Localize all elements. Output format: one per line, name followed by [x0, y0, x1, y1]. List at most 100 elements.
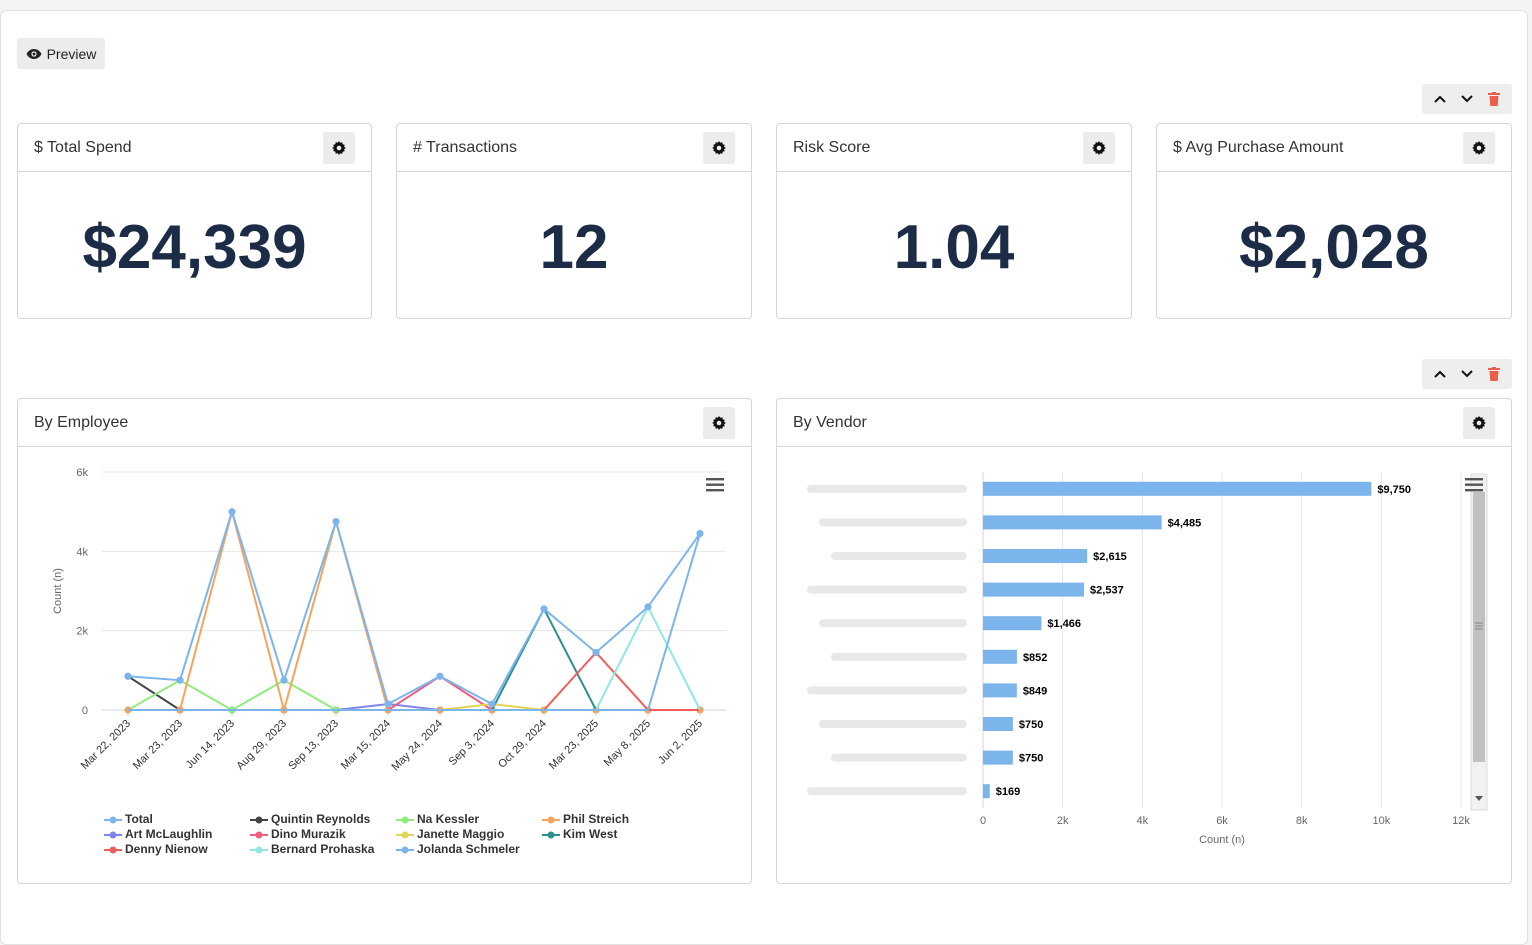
legend-marker-icon [542, 831, 560, 839]
legend-label: Total [125, 812, 153, 826]
kpi-card-total-spend: $ Total Spend $24,339 [17, 123, 372, 319]
legend-item[interactable]: Denny Nienow [104, 842, 208, 856]
settings-button[interactable] [1463, 131, 1495, 164]
chevron-up-icon [1433, 95, 1446, 103]
preview-button[interactable]: Preview [17, 38, 105, 69]
kpi-value: 12 [539, 213, 609, 282]
chart-menu-icon[interactable] [1465, 478, 1483, 492]
legend-label: Dino Murazik [271, 827, 346, 841]
legend-label: Janette Maggio [417, 827, 505, 841]
legend-marker-icon [396, 846, 414, 854]
series-phil-streich [124, 507, 704, 714]
data-point [176, 676, 184, 684]
legend-item[interactable]: Total [104, 812, 153, 826]
legend-item[interactable]: Art McLaughlin [104, 827, 212, 841]
x-axis-title: Count (n) [1199, 834, 1245, 846]
x-tick-label: 2k [1057, 815, 1069, 827]
y-tick-label: 2k [76, 626, 88, 638]
legend-item[interactable]: Bernard Prohaska [250, 842, 374, 856]
settings-button[interactable] [1463, 406, 1495, 439]
kpi-value: $2,028 [1239, 213, 1429, 282]
kpi-value: 1.04 [893, 213, 1015, 282]
y-tick-label: 6k [76, 467, 88, 479]
delete-row-button[interactable] [1481, 361, 1507, 387]
series-line [127, 679, 700, 712]
data-label: $852 [1023, 652, 1047, 664]
legend-label: Kim West [563, 827, 618, 841]
bar [983, 649, 1017, 664]
settings-button[interactable] [703, 131, 735, 164]
dashboard-page: Preview $ Total Spend $24,339 # Transact… [0, 10, 1528, 945]
redacted-category-label [831, 753, 967, 762]
legend-marker-icon [250, 816, 268, 824]
redacted-category-label [807, 686, 967, 695]
data-point [384, 700, 392, 708]
bar [983, 481, 1372, 496]
redacted-category-label [807, 484, 967, 493]
chart-menu-icon[interactable] [706, 478, 724, 492]
settings-button[interactable] [1083, 131, 1115, 164]
legend-item[interactable]: Kim West [542, 827, 617, 841]
kpi-title: # Transactions [413, 138, 518, 156]
kpi-row-controls [1422, 84, 1512, 114]
data-point [280, 676, 288, 684]
redacted-category-label [831, 652, 967, 661]
series-jolanda-schmeler [128, 529, 704, 711]
y-axis-title: Count (n) [52, 568, 64, 614]
data-point [124, 672, 132, 680]
legend-item[interactable]: Quintin Reynolds [250, 812, 370, 826]
data-point [488, 700, 496, 708]
employee-chart-card: By Employee 0 2k 4k 6k Count (n) Mar 22, 2023… [17, 398, 752, 884]
delete-row-button[interactable] [1481, 86, 1507, 112]
move-down-button[interactable] [1454, 361, 1480, 387]
kpi-title: $ Avg Purchase Amount [1173, 138, 1344, 156]
x-tick-label: 4k [1137, 815, 1149, 827]
bar [983, 750, 1013, 765]
y-tick-label: 4k [76, 546, 88, 558]
legend-item[interactable]: Jolanda Schmeler [396, 842, 520, 856]
data-point [592, 648, 600, 656]
legend-item[interactable]: Phil Streich [542, 812, 629, 826]
menu-bar [1465, 489, 1483, 492]
x-tick-label: May 8, 2025 [602, 718, 653, 769]
move-up-button[interactable] [1427, 361, 1453, 387]
kpi-title: $ Total Spend [34, 138, 132, 156]
settings-button[interactable] [323, 131, 355, 164]
preview-label: Preview [46, 45, 97, 62]
move-down-button[interactable] [1454, 86, 1480, 112]
data-label: $750 [1019, 719, 1043, 731]
chevron-down-icon [1461, 95, 1473, 103]
trash-icon [1488, 92, 1501, 106]
data-label: $1,466 [1047, 618, 1081, 630]
x-tick-label: 12k [1452, 815, 1470, 827]
series-total [124, 508, 704, 708]
data-point [436, 672, 444, 680]
menu-bar [1465, 483, 1483, 486]
legend-marker-icon [396, 831, 414, 839]
legend-marker-icon [542, 816, 560, 824]
legend-label: Na Kessler [417, 812, 480, 826]
settings-button[interactable] [703, 406, 735, 439]
bar [983, 515, 1162, 530]
series-denny-nienow [128, 648, 700, 711]
chart-title: By Vendor [793, 413, 867, 431]
legend-marker-icon [104, 846, 122, 854]
bar [983, 717, 1013, 731]
legend-item[interactable]: Dino Murazik [250, 827, 346, 841]
data-point [644, 603, 652, 611]
x-tick-label: Aug 29, 2023 [234, 718, 289, 773]
data-point [696, 529, 704, 537]
kpi-value: $24,339 [82, 213, 307, 282]
chevron-up-icon [1433, 370, 1446, 378]
vendor-chart-card: By Vendor 0 2k 4k 6k 8k 10k 12k Count (n) $9,750… [776, 398, 1512, 884]
series-line [128, 533, 701, 711]
chart-row-controls [1422, 359, 1512, 389]
series-line [128, 604, 701, 711]
legend-item[interactable]: Janette Maggio [396, 827, 504, 841]
move-up-button[interactable] [1427, 86, 1453, 112]
legend-item[interactable]: Na Kessler [396, 812, 479, 826]
series-line [128, 606, 700, 711]
gear-icon [1472, 415, 1486, 430]
kpi-title: Risk Score [793, 138, 871, 156]
